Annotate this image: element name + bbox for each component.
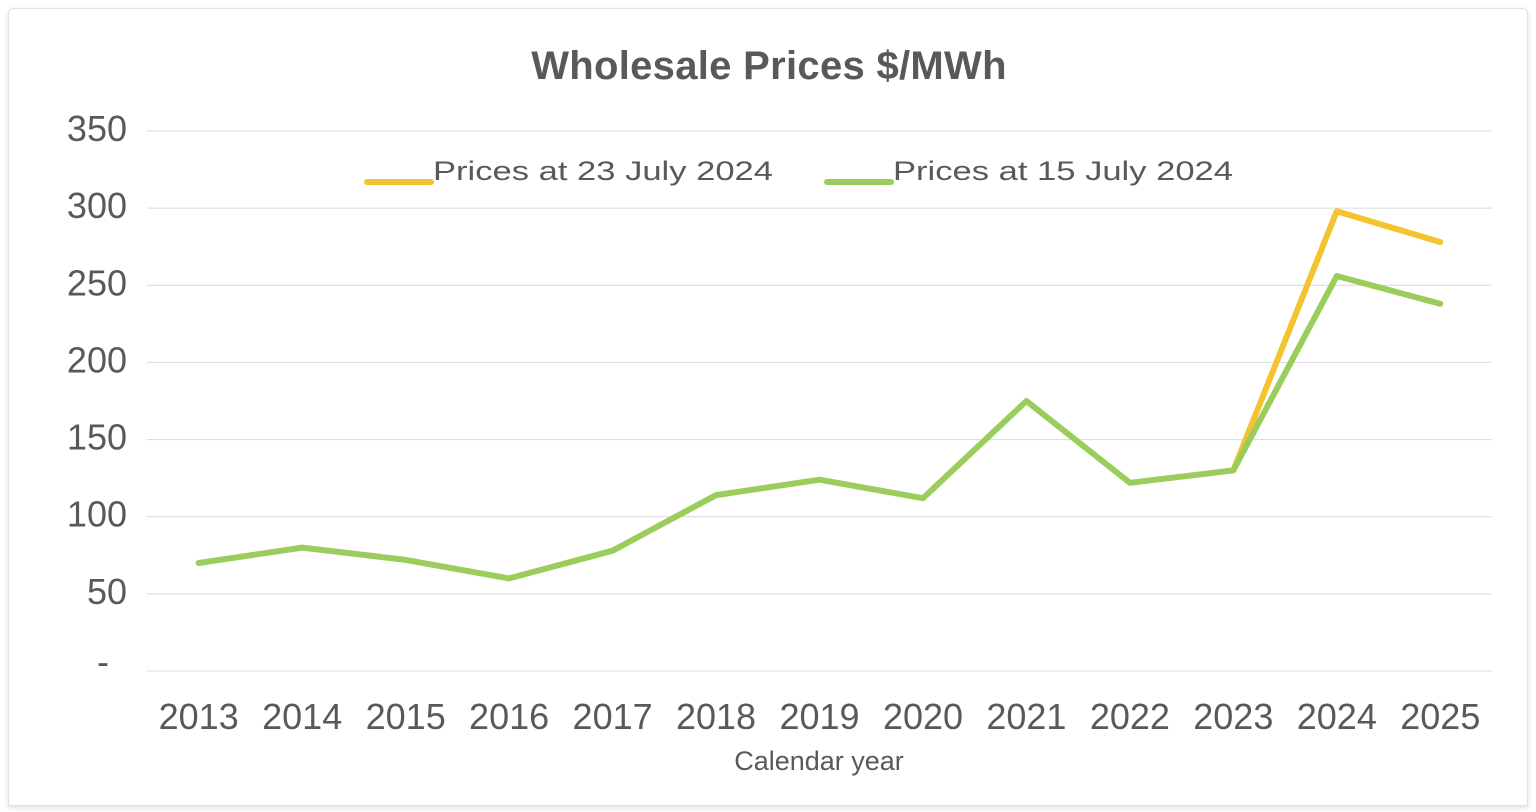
svg-text:2015: 2015 xyxy=(366,696,446,737)
svg-text:300: 300 xyxy=(67,185,127,226)
svg-text:2022: 2022 xyxy=(1090,696,1170,737)
svg-text:2020: 2020 xyxy=(883,696,963,737)
svg-text:2018: 2018 xyxy=(676,696,756,737)
svg-text:150: 150 xyxy=(67,417,127,458)
svg-text:250: 250 xyxy=(67,262,127,303)
svg-text:2019: 2019 xyxy=(779,696,859,737)
svg-text:Prices at 15 July 2024: Prices at 15 July 2024 xyxy=(893,156,1233,186)
svg-text:2013: 2013 xyxy=(159,696,239,737)
svg-text:2017: 2017 xyxy=(573,696,653,737)
svg-text:Calendar year: Calendar year xyxy=(734,746,904,776)
svg-text:100: 100 xyxy=(67,494,127,535)
svg-text:350: 350 xyxy=(67,108,127,149)
svg-text:2023: 2023 xyxy=(1193,696,1273,737)
svg-text:2021: 2021 xyxy=(986,696,1066,737)
svg-text:2025: 2025 xyxy=(1400,696,1480,737)
svg-text:50: 50 xyxy=(87,571,127,612)
svg-text:2024: 2024 xyxy=(1297,696,1377,737)
svg-text:-: - xyxy=(97,641,109,682)
svg-text:2014: 2014 xyxy=(262,696,342,737)
svg-text:Prices at 23 July 2024: Prices at 23 July 2024 xyxy=(433,156,773,186)
svg-text:200: 200 xyxy=(67,339,127,380)
svg-text:2016: 2016 xyxy=(469,696,549,737)
